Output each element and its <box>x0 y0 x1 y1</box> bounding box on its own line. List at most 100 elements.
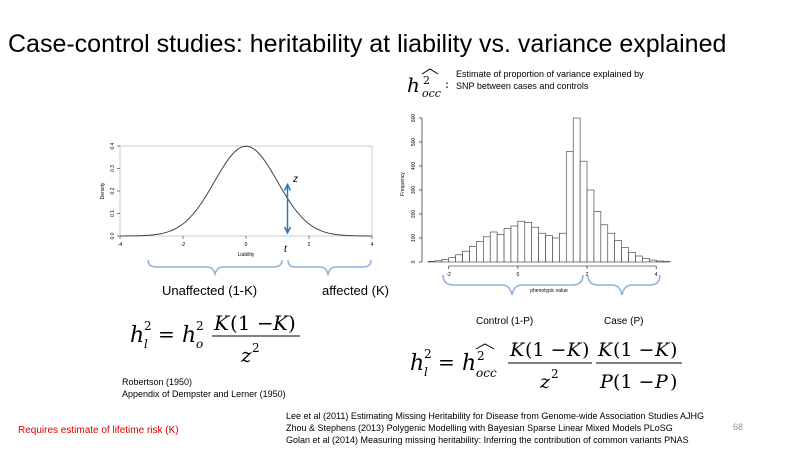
svg-text:=: = <box>438 350 455 374</box>
histogram-bar <box>462 250 470 263</box>
histogram-bar <box>628 252 636 263</box>
right-brackets <box>442 274 661 296</box>
histogram-bar <box>524 222 533 263</box>
svg-text:2: 2 <box>144 319 152 333</box>
citation-dempster: Appendix of Dempster and Lerner (1950) <box>122 389 286 399</box>
histogram-bar <box>503 228 512 263</box>
svg-text:z: z <box>539 371 551 393</box>
y-tick-label: 100 <box>411 234 417 243</box>
svg-text:K: K <box>654 339 671 361</box>
svg-text:(1 −: (1 − <box>525 339 566 361</box>
svg-text:occ: occ <box>476 366 497 380</box>
unaffected-bracket <box>147 259 283 277</box>
estimate-note: Estimate of proportion of variance expla… <box>456 68 644 92</box>
histogram-bar <box>455 254 463 263</box>
svg-text:K: K <box>566 339 583 361</box>
y-tick-label: 300 <box>411 186 417 195</box>
histogram-bar <box>635 255 643 263</box>
y-tick-label: 0 <box>411 260 417 263</box>
y-tick-label: 500 <box>411 138 417 147</box>
svg-text:h: h <box>410 351 424 376</box>
y-tick-label: 0.3 <box>110 165 116 172</box>
svg-text:z: z <box>240 343 252 367</box>
histogram-bar <box>648 259 657 263</box>
threshold-arrow-head-down <box>283 226 292 235</box>
histogram-bar <box>614 240 622 263</box>
y-tick-label: 0.1 <box>110 210 116 217</box>
histogram-bar <box>642 258 650 263</box>
control-label: Control (1-P) <box>476 316 534 327</box>
histogram-bar <box>469 246 477 263</box>
citation-robertson: Robertson (1950) <box>122 377 193 387</box>
y-tick-label: 0.0 <box>110 232 116 239</box>
histogram-bar <box>593 211 602 263</box>
svg-text:l: l <box>144 337 148 351</box>
case-bracket <box>587 274 661 296</box>
svg-text:h: h <box>407 73 420 97</box>
svg-text:(1 −: (1 − <box>613 371 654 393</box>
plot-frame <box>119 145 373 237</box>
svg-text:): ) <box>670 371 677 393</box>
liability-formula-svg: h 2 l = h 2 o K (1 − K ) z 2 <box>130 311 300 367</box>
svg-text:2: 2 <box>196 319 204 333</box>
x-tick-label: 0 <box>245 242 248 248</box>
histogram-bar <box>441 259 450 263</box>
x-tick-label: -2 <box>181 242 186 248</box>
reference-lee: Lee et al (2011) Estimating Missing Heri… <box>286 411 705 421</box>
svg-text:(1 −: (1 − <box>613 339 654 361</box>
svg-text:2: 2 <box>477 349 485 363</box>
control-bracket <box>442 274 584 296</box>
svg-text:2: 2 <box>551 367 559 381</box>
svg-text:K: K <box>213 311 230 335</box>
y-axis-label: Frequency <box>400 172 406 196</box>
y-tick-label: 200 <box>411 210 417 219</box>
t-label: t <box>284 244 287 255</box>
reference-golan: Golan et al (2014) Measuring missing her… <box>286 435 689 445</box>
svg-text:K: K <box>272 311 289 335</box>
liability-density-chart: -4 -2 0 2 4 0.0 0.1 0.2 0.3 0.4 Liability Density <box>100 142 374 258</box>
histogram-bar <box>621 247 629 263</box>
histogram-bar <box>579 160 588 263</box>
left-brackets <box>147 259 372 277</box>
x-tick-label: -2 <box>447 272 452 278</box>
estimate-note-line2: SNP between cases and controls <box>456 81 589 91</box>
y-tick-label: 0.4 <box>110 142 116 149</box>
threshold-arrow-head-up <box>283 182 292 191</box>
svg-text:occ: occ <box>422 87 441 100</box>
svg-text:h: h <box>130 323 144 348</box>
y-tick-label: 400 <box>411 162 417 171</box>
x-tick-label: 2 <box>308 242 311 248</box>
svg-text:2: 2 <box>252 341 260 355</box>
histogram-bar <box>586 189 595 263</box>
page-number: 68 <box>733 422 744 432</box>
histogram-bar <box>448 257 456 263</box>
liability-heritability-formula: h 2 l = h 2 o K (1 − K ) z 2 <box>128 300 318 370</box>
histogram-bar <box>572 117 581 263</box>
svg-text:h: h <box>182 323 196 348</box>
histogram-bar <box>559 232 567 263</box>
svg-text:): ) <box>582 339 589 361</box>
conversion-formula-svg: h 2 l = h 2 occ K (1 − K ) z 2 K (1 − K … <box>410 339 682 393</box>
histogram-bar <box>565 151 574 263</box>
y-tick-label: 600 <box>411 114 417 123</box>
svg-text:K: K <box>597 339 614 361</box>
histogram-bar <box>607 232 615 263</box>
histogram-bar <box>655 260 664 263</box>
svg-text:(1 −: (1 − <box>230 311 274 335</box>
x-tick-label: 4 <box>371 242 374 248</box>
histogram-bar <box>510 225 519 263</box>
histogram-bar <box>496 234 505 263</box>
x-tick-label: 4 <box>655 272 658 278</box>
phenotype-histogram: 0 100 200 300 400 500 600 Frequency -2 0 2 4 phenoty… <box>400 114 671 294</box>
svg-text:l: l <box>424 365 428 379</box>
svg-text:): ) <box>288 311 296 335</box>
density-curve <box>119 145 373 237</box>
svg-text:2: 2 <box>424 347 432 361</box>
x-tick-label: 2 <box>586 272 589 278</box>
y-axis-label: Density <box>100 182 106 199</box>
histogram-bar <box>434 260 443 263</box>
affected-label: affected (K) <box>322 283 389 298</box>
histogram-bar <box>600 224 609 263</box>
y-tick-label: 0.2 <box>110 187 116 194</box>
affected-bracket <box>287 259 372 277</box>
